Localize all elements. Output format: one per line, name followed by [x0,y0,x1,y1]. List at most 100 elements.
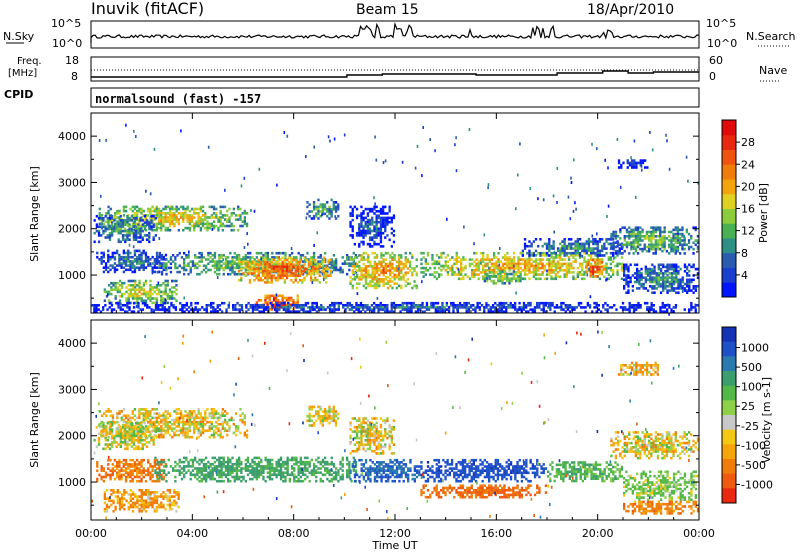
range-gate-cell [116,268,119,272]
range-gate-cell [375,229,378,233]
range-gate-cell [690,306,693,309]
range-gate-cell [328,262,331,265]
range-gate-cell [127,249,130,253]
range-gate-cell [653,272,656,275]
range-gate-cell [110,292,113,296]
range-gate-cell [637,161,640,165]
range-gate-cell [299,254,302,257]
range-gate-cell [631,166,634,169]
range-gate-cell [382,265,385,268]
range-gate-cell [281,261,284,264]
range-gate-cell [233,262,236,265]
range-gate-cell [528,271,531,274]
range-gate-cell [548,266,551,270]
range-gate-cell [328,308,332,311]
range-gate-cell [475,262,478,266]
range-gate-cell [151,416,154,420]
range-gate-cell [440,251,443,255]
range-gate-cell [131,255,134,259]
range-gate-cell [135,238,138,241]
range-gate-cell [374,202,376,206]
range-gate-cell [596,263,599,267]
range-gate-cell [205,266,208,270]
range-gate-cell [463,306,466,309]
range-gate-cell [160,299,163,302]
range-gate-cell [687,179,689,183]
range-gate-cell [120,255,123,259]
range-gate-cell [576,244,579,248]
range-gate-cell [171,292,174,296]
range-gate-cell [242,272,245,275]
range-gate-cell [177,420,180,424]
range-gate-cell [138,295,141,298]
range-gate-cell [382,231,385,235]
range-gate-cell [210,214,213,217]
freq-tick-bottom: 8 [71,70,78,83]
range-gate-cell [384,227,387,231]
range-gate-cell [371,207,374,211]
range-gate-cell [283,278,286,282]
power-colorbar-segment [722,193,736,209]
range-gate-cell [153,301,156,305]
range-gate-cell [552,277,555,281]
range-gate-cell [442,264,445,268]
range-gate-cell [142,260,145,263]
range-gate-cell [382,282,385,285]
range-gate-cell [138,279,141,283]
range-gate-cell [294,274,297,277]
range-gate-cell [411,256,414,259]
range-gate-cell [659,282,663,286]
range-gate-cell [118,260,121,263]
range-gate-cell [163,262,166,265]
range-gate-cell [627,276,630,279]
range-gate-cell [379,227,383,231]
range-gate-cell [281,294,284,298]
range-gate-cell [657,265,660,269]
range-gate-cell [173,427,176,430]
range-gate-cell [160,258,163,261]
range-gate-cell [165,272,168,276]
range-gate-cell [637,304,640,307]
range-gate-cell [659,235,662,238]
range-gate-cell [476,306,479,309]
range-gate-cell [515,279,518,283]
range-gate-cell [366,227,370,231]
range-gate-cell [389,278,392,281]
range-gate-cell [404,265,407,268]
range-gate-cell [517,275,520,278]
range-gate-cell [679,280,682,284]
range-gate-cell [500,308,503,311]
range-gate-cell [548,260,551,263]
range-gate-cell [227,262,230,265]
range-gate-cell [377,227,380,231]
sky-right-label: N.Search [746,30,796,43]
range-gate-cell [164,279,167,283]
range-gate-cell [497,272,500,276]
range-gate-cell [687,241,691,244]
range-gate-cell [505,308,508,311]
range-gate-cell [163,266,166,270]
range-gate-cell [606,304,609,307]
range-gate-cell [139,231,142,235]
range-gate-cell [530,244,533,248]
range-gate-cell [670,308,673,311]
range-gate-cell [531,308,534,311]
range-gate-cell [110,301,113,305]
range-gate-cell [109,255,112,259]
range-gate-cell [147,262,150,265]
range-gate-cell [404,284,407,288]
range-gate-cell [578,254,582,257]
range-gate-cell [415,273,418,277]
range-gate-cell [212,224,216,228]
range-gate-cell [565,264,568,268]
range-gate-cell [243,212,246,215]
range-gate-cell [136,292,139,296]
range-gate-cell [335,301,338,305]
range-gate-cell [493,271,496,274]
range-gate-cell [632,230,635,234]
range-gate-cell [653,287,656,290]
range-gate-cell [208,216,211,219]
range-gate-cell [93,308,96,311]
range-gate-cell [177,207,180,211]
range-gate-cell [277,258,280,262]
